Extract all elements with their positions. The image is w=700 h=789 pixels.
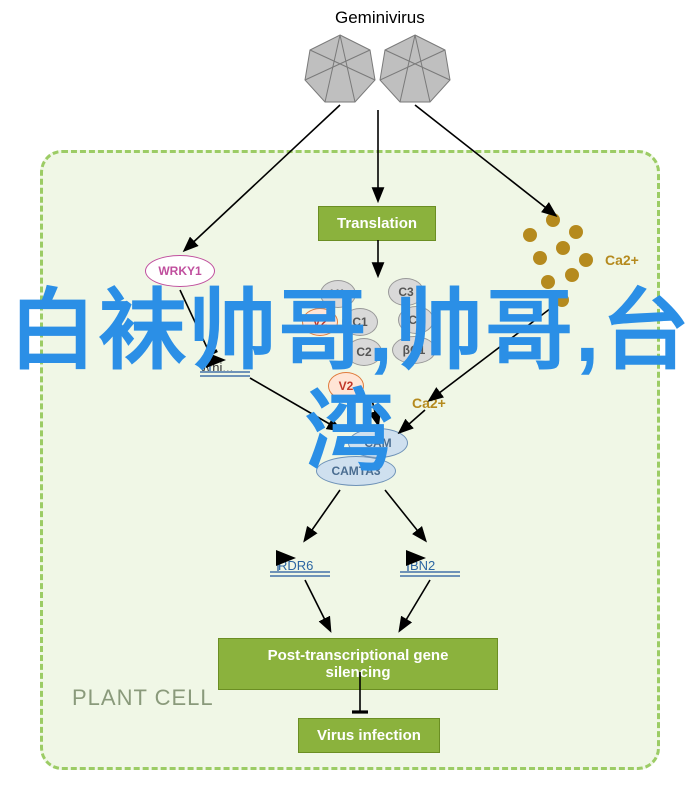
ptgs-box: Post-transcriptional gene silencing <box>218 638 498 690</box>
virus-title: Geminivirus <box>335 8 425 28</box>
diagram-stage: Geminivirus PLANT CELL Translation Post-… <box>0 0 700 789</box>
node-c3: C3 <box>388 278 424 306</box>
gene-label-rdr6: RDR6 <box>278 558 313 573</box>
node-v2b: V2 <box>328 372 364 400</box>
translation-text: Translation <box>337 215 417 232</box>
ca2-label: Ca2+ <box>605 252 639 268</box>
node-cam: CAM <box>348 428 408 458</box>
ca-dot <box>579 253 593 267</box>
ca2-label-2: Ca2+ <box>412 395 446 411</box>
virus-infection-box: Virus infection <box>298 718 440 753</box>
ca-dot <box>523 228 537 242</box>
ptgs-text: Post-transcriptional gene silencing <box>268 647 449 681</box>
ca-dot <box>569 225 583 239</box>
translation-box: Translation <box>318 206 436 241</box>
ca-dot <box>565 268 579 282</box>
node-v2a: V2 <box>302 308 338 336</box>
node-v1: V1 <box>320 280 356 308</box>
ca-dot <box>546 213 560 227</box>
node-wrky1: WRKY1 <box>145 255 215 287</box>
node-camta3: CAMTA3 <box>316 456 396 486</box>
node-c2: C2 <box>346 338 382 366</box>
ca-dot <box>541 275 555 289</box>
node-c4: C4 <box>398 306 434 334</box>
gene-label-whi: Whi... <box>200 360 233 375</box>
ca-dot <box>533 251 547 265</box>
node-bc1: βC1 <box>392 336 436 364</box>
ca-dot <box>555 293 569 307</box>
ca-dot <box>556 241 570 255</box>
gene-label-bn2: BN2 <box>410 558 435 573</box>
plant-cell-label: PLANT CELL <box>72 685 214 711</box>
virus-infection-text: Virus infection <box>317 727 421 744</box>
node-c1: C1 <box>342 308 378 336</box>
geminivirus-icon <box>300 30 460 110</box>
